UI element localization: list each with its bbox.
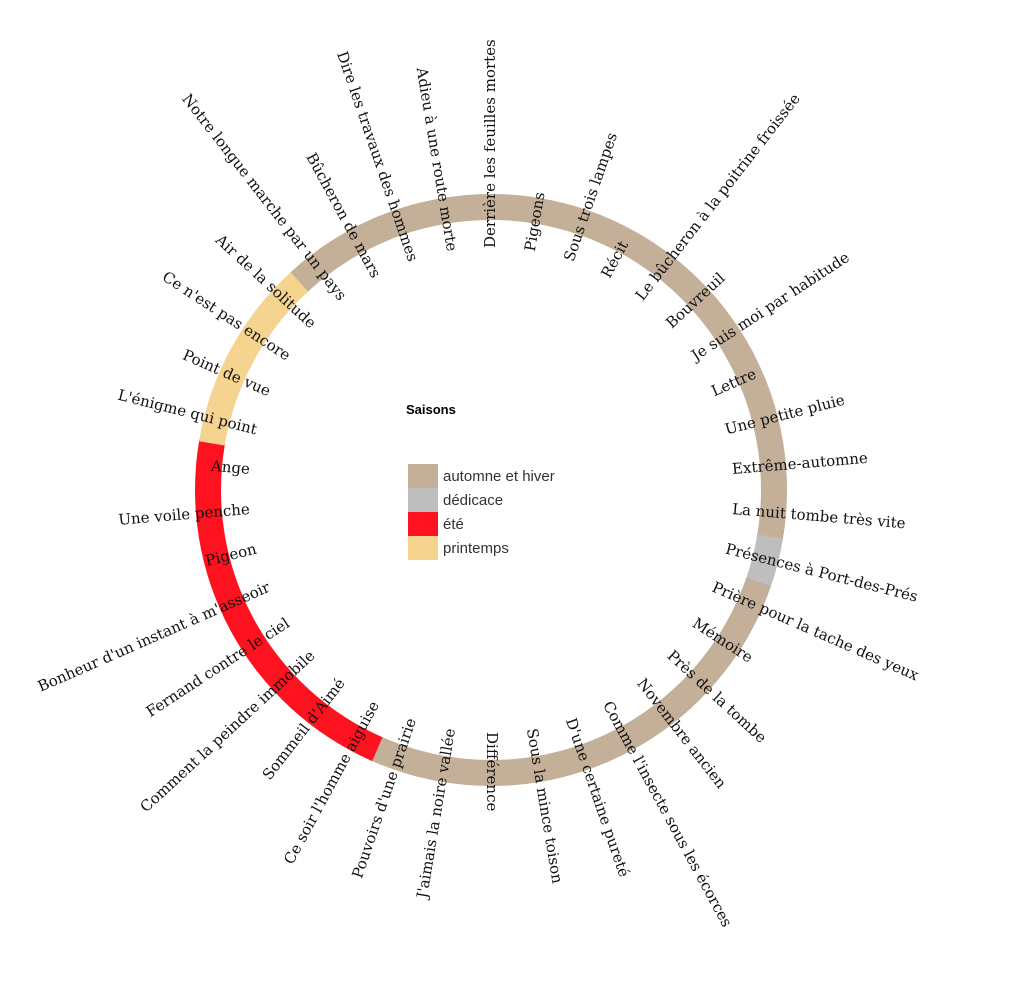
legend-title: Saisons	[406, 402, 456, 417]
legend-swatch	[408, 536, 438, 560]
ring-segment	[418, 194, 471, 229]
legend-swatch	[408, 464, 438, 488]
legend-label: printemps	[443, 540, 509, 557]
poem-label: Comme l'insecte sous les écorces	[599, 698, 736, 930]
poem-label: La nuit tombe très vite	[732, 500, 907, 532]
poem-label: Derrière les feuilles mortes	[481, 39, 499, 248]
poem-label: Ange	[209, 457, 250, 478]
poem-label: Récit	[597, 238, 632, 281]
poem-label: Différence	[483, 732, 501, 811]
legend-items: automne et hiver dédicace été printemps	[408, 464, 555, 560]
poem-label: Une petite pluie	[723, 391, 846, 439]
legend-label: dédicace	[443, 492, 503, 509]
poem-label: Une voile penche	[118, 500, 251, 529]
legend: Saisons automne et hiver dédicace été print…	[406, 402, 555, 560]
legend-label: été	[443, 516, 464, 533]
poem-label: Extrême-automne	[731, 449, 868, 478]
ring-segments	[195, 194, 787, 786]
legend-swatch	[408, 488, 438, 512]
poem-label: Sous la mince toison	[523, 727, 567, 885]
legend-swatch	[408, 512, 438, 536]
legend-label: automne et hiver	[443, 468, 555, 485]
